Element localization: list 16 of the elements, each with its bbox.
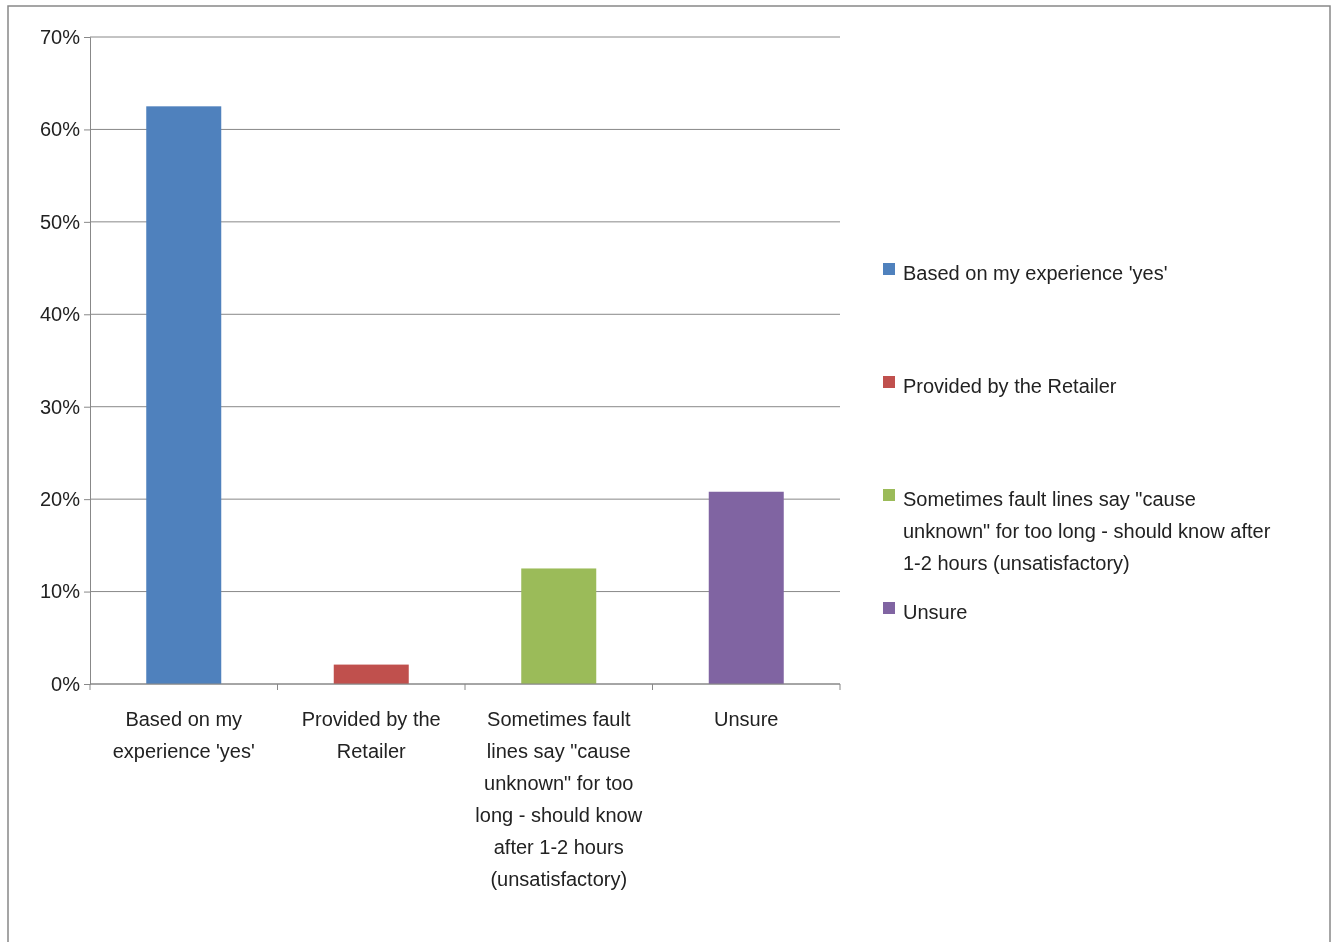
legend-label: Based on my experience 'yes' [903, 262, 1168, 285]
y-tick-label: 60% [39, 118, 81, 141]
legend-label: Provided by the Retailer [903, 375, 1117, 398]
y-tick-label: 50% [39, 210, 81, 233]
y-tick-label: 70% [39, 25, 81, 48]
y-tick-label: 20% [39, 488, 81, 511]
y-tick-label: 10% [39, 580, 81, 603]
x-tick-label: Sometimes fault lines say "cause unknown" for too long - should know after 1-2 hours (unsatisfactory) [475, 708, 643, 890]
x-tick-label: Unsure [714, 708, 779, 730]
x-tick-label: Provided by the Retailer [301, 708, 441, 762]
y-tick-label: 40% [39, 303, 81, 326]
x-tick-label: Based on my experience 'yes' [112, 708, 255, 762]
y-tick-label: 30% [39, 395, 81, 418]
y-tick-label: 0% [51, 672, 81, 695]
legend-label: Sometimes fault lines say "cause unknown" for too long - should know after 1-2 hours (unsatisfactory) [903, 488, 1271, 575]
legend-label: Unsure [903, 601, 968, 624]
